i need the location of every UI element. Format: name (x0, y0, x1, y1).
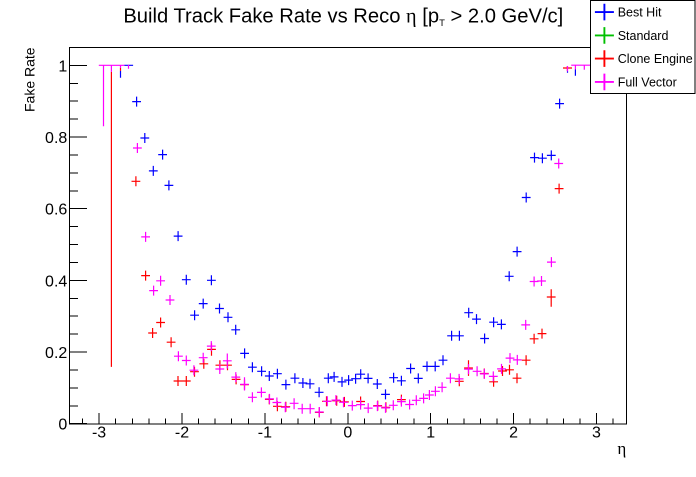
svg-text:-3: -3 (92, 425, 106, 442)
svg-text:2: 2 (509, 425, 518, 442)
svg-text:0.8: 0.8 (45, 130, 67, 147)
svg-text:0: 0 (58, 417, 67, 434)
svg-text:0.6: 0.6 (45, 202, 67, 219)
svg-text:3: 3 (592, 425, 601, 442)
svg-text:-2: -2 (175, 425, 189, 442)
svg-text:0.4: 0.4 (45, 273, 67, 290)
svg-text:Fake Rate: Fake Rate (22, 47, 38, 112)
svg-text:Standard: Standard (618, 29, 669, 43)
svg-text:Build Track Fake Rate vs Reco: Build Track Fake Rate vs Reco η [pT > 2.… (123, 6, 563, 29)
svg-text:Best Hit: Best Hit (618, 6, 662, 20)
svg-text:Clone Engine: Clone Engine (618, 52, 693, 66)
svg-text:-1: -1 (258, 425, 272, 442)
svg-text:0: 0 (343, 425, 352, 442)
svg-text:η: η (617, 439, 626, 458)
svg-text:Full Vector: Full Vector (618, 75, 677, 89)
svg-text:1: 1 (426, 425, 435, 442)
svg-text:0.2: 0.2 (45, 345, 67, 362)
svg-text:1: 1 (58, 58, 67, 75)
